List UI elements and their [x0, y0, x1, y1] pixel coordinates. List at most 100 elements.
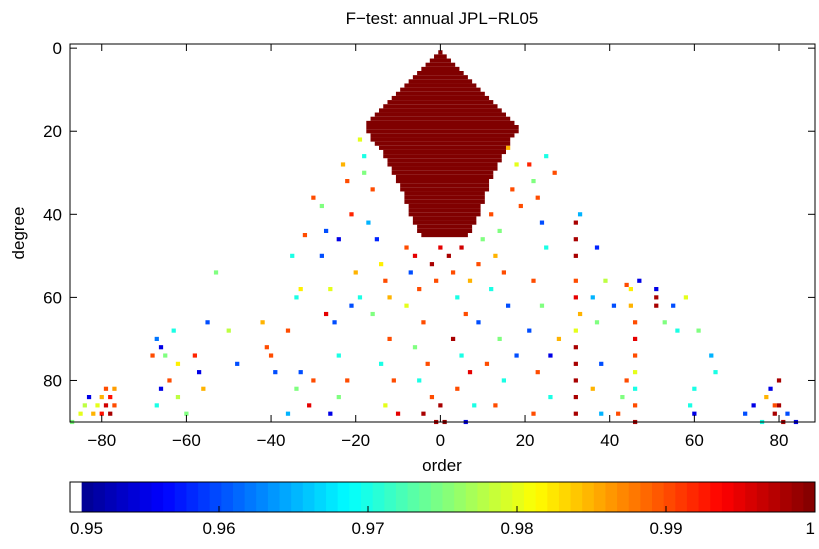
- cell: [400, 87, 481, 92]
- cell: [497, 228, 502, 233]
- cell: [412, 345, 418, 350]
- cell: [395, 411, 401, 416]
- cell: [374, 112, 506, 117]
- colorbar-tick-label: 0.96: [202, 519, 235, 538]
- cell: [273, 370, 278, 375]
- cell: [387, 100, 494, 105]
- cell: [319, 253, 324, 258]
- cell: [400, 183, 490, 188]
- cell: [353, 270, 358, 275]
- cell: [366, 220, 371, 225]
- x-tick-label: 20: [516, 431, 535, 450]
- colorbar-bin: [675, 482, 688, 512]
- cell: [493, 253, 498, 258]
- cell: [370, 133, 515, 138]
- cell: [764, 395, 769, 400]
- cell: [112, 386, 117, 391]
- chart-title: F−test: annual JPL−RL05: [346, 9, 539, 28]
- cell: [628, 287, 633, 292]
- cell: [548, 395, 553, 400]
- cell: [290, 253, 295, 258]
- cell: [412, 220, 477, 225]
- colorbar-bin: [70, 482, 83, 512]
- cell: [463, 311, 468, 317]
- cell: [370, 137, 511, 142]
- colorbar-bin: [139, 482, 152, 512]
- cell: [624, 282, 629, 287]
- cell: [91, 411, 96, 416]
- cell: [459, 245, 464, 250]
- cell: [357, 295, 363, 300]
- cell: [518, 203, 523, 209]
- cell: [103, 403, 109, 408]
- cell: [323, 311, 329, 317]
- cell: [404, 303, 409, 308]
- cell: [298, 370, 303, 375]
- cell: [374, 237, 380, 242]
- cell: [505, 303, 511, 308]
- cell: [201, 386, 206, 391]
- cell: [425, 361, 430, 366]
- colorbar-bin: [151, 482, 164, 512]
- cell: [671, 303, 676, 308]
- cell: [573, 278, 578, 283]
- cell: [408, 203, 481, 209]
- cell: [632, 353, 638, 358]
- cell: [751, 403, 756, 408]
- cell: [412, 216, 477, 221]
- cell: [196, 370, 202, 375]
- cell: [82, 403, 87, 408]
- cell: [531, 278, 536, 283]
- cell: [379, 262, 384, 267]
- colorbar-bin: [395, 482, 409, 512]
- cell: [505, 145, 511, 150]
- colorbar-bin: [465, 482, 478, 512]
- cell: [438, 403, 443, 408]
- cell: [527, 162, 532, 167]
- x-tick-label: −40: [257, 431, 286, 450]
- y-tick-label: 60: [43, 288, 62, 307]
- cell: [349, 303, 354, 308]
- x-tick-label: 80: [770, 431, 789, 450]
- colorbar-bin: [652, 482, 665, 512]
- cell: [404, 199, 485, 204]
- colorbar-bin: [791, 482, 804, 512]
- colorbar-bin: [361, 482, 374, 512]
- cell: [616, 411, 621, 416]
- cell: [603, 278, 608, 283]
- colorbar-bin: [407, 482, 420, 512]
- x-tick-label: 40: [600, 431, 619, 450]
- cell: [489, 212, 494, 217]
- cell: [434, 54, 447, 59]
- colorbar-tick-label: 0.99: [649, 519, 682, 538]
- cell: [412, 253, 418, 258]
- cell: [556, 336, 562, 341]
- cell: [307, 403, 312, 408]
- colorbar-bin: [768, 482, 781, 512]
- cell: [467, 370, 473, 375]
- cell: [328, 287, 333, 292]
- colorbar-bin: [349, 482, 362, 512]
- colorbar-bin: [198, 482, 211, 512]
- cell: [99, 411, 104, 416]
- cell: [400, 187, 490, 192]
- cell: [489, 287, 494, 292]
- cell: [539, 303, 545, 308]
- cell: [391, 170, 494, 175]
- cell: [493, 403, 498, 408]
- cell: [688, 403, 693, 408]
- cell: [345, 179, 350, 184]
- cell: [573, 395, 578, 400]
- colorbar-bin: [745, 482, 758, 512]
- colorbar-bin: [710, 482, 723, 512]
- cell: [311, 195, 316, 200]
- colorbar-bin: [617, 482, 630, 512]
- cell: [383, 149, 506, 155]
- colorbar-frame: [69, 481, 816, 513]
- colorbar-bin: [570, 482, 583, 512]
- cell: [683, 295, 689, 300]
- cell: [99, 395, 104, 400]
- cell: [429, 58, 451, 63]
- cell: [459, 353, 464, 358]
- cell: [362, 170, 367, 175]
